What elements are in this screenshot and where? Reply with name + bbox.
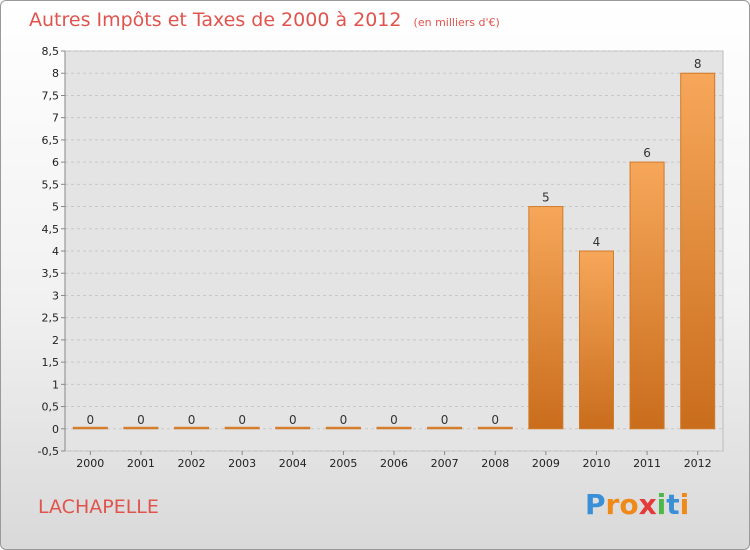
title-text: Autres Impôts et Taxes de 2000 à 2012 (29, 9, 402, 31)
value-label-2007: 0 (441, 413, 449, 427)
logo-letter: r (605, 488, 620, 521)
y-tick-label: 3,5 (42, 267, 60, 280)
y-tick-label: 1,5 (42, 356, 60, 369)
logo-letter: i (679, 488, 690, 521)
bar-2006 (376, 426, 412, 430)
y-tick-label: 5,5 (42, 178, 60, 191)
value-label-2003: 0 (238, 413, 246, 427)
title-unit: (en milliers d'€) (413, 16, 500, 29)
bar-2000 (72, 426, 108, 430)
logo-letter: o (619, 488, 639, 521)
bar-2010 (578, 250, 614, 430)
x-tick-label-2008: 2008 (481, 457, 509, 470)
commune-name: LACHAPELLE (38, 496, 159, 518)
y-tick-label: 2 (52, 334, 59, 347)
bar-2007 (427, 426, 463, 430)
x-tick-label-2000: 2000 (76, 457, 104, 470)
x-tick-label-2002: 2002 (178, 457, 206, 470)
bar-2005 (325, 426, 361, 430)
y-tick-label: -0,5 (38, 445, 59, 458)
y-tick-label: 4,5 (42, 223, 60, 236)
x-tick-label-2003: 2003 (228, 457, 256, 470)
value-label-2009: 5 (542, 191, 550, 205)
x-tick-label-2011: 2011 (633, 457, 661, 470)
bar-2008 (477, 426, 513, 430)
y-tick-label: 0 (52, 423, 59, 436)
bar-2004 (275, 426, 311, 430)
bar-2009 (528, 206, 564, 430)
proxiti-logo: Proxiti (585, 488, 689, 521)
logo-letter: t (666, 488, 680, 521)
logo-letter: P (585, 488, 606, 521)
y-tick-label: 6,5 (42, 134, 60, 147)
value-labels: 0 0 0 0 0 0 0 0 0 5 4 6 8 (86, 57, 701, 427)
value-label-2008: 0 (491, 413, 499, 427)
x-axis: 2000 2001 2002 2003 2004 2005 2006 2007 2008 2009… (76, 451, 712, 470)
value-label-2001: 0 (137, 413, 145, 427)
value-label-2004: 0 (289, 413, 297, 427)
chart-title: Autres Impôts et Taxes de 2000 à 2012 (e… (29, 9, 500, 31)
bar-2002 (174, 426, 210, 430)
y-tick-label: 4 (52, 245, 59, 258)
value-label-2006: 0 (390, 413, 398, 427)
y-tick-label: 6 (52, 156, 59, 169)
y-axis: -0,5 0 0,5 1 1,5 2 2,5 3 3,5 4 4,5 5 5,5 6 6,5 7 7,5 8 8,5 (38, 45, 66, 458)
y-tick-label: 8 (52, 67, 59, 80)
x-tick-label-2010: 2010 (582, 457, 610, 470)
y-tick-label: 7,5 (42, 89, 60, 102)
value-label-2002: 0 (188, 413, 196, 427)
y-tick-label: 8,5 (42, 45, 60, 58)
y-tick-label: 1 (52, 378, 59, 391)
value-label-2011: 6 (643, 146, 651, 160)
logo-letter: i (656, 488, 667, 521)
bar-2001 (123, 426, 159, 430)
bars (72, 72, 716, 430)
y-tick-label: 2,5 (42, 312, 60, 325)
y-tick-label: 3 (52, 289, 59, 302)
bar-2003 (224, 426, 260, 430)
y-tick-label: 0,5 (42, 401, 60, 414)
bar-2012 (680, 72, 716, 430)
value-label-2012: 8 (694, 57, 702, 71)
value-label-2000: 0 (86, 413, 94, 427)
logo-letter: x (638, 488, 657, 521)
x-tick-label-2001: 2001 (127, 457, 155, 470)
x-tick-label-2012: 2012 (684, 457, 712, 470)
value-label-2005: 0 (340, 413, 348, 427)
x-tick-label-2007: 2007 (431, 457, 459, 470)
value-label-2010: 4 (593, 235, 601, 249)
x-tick-label-2006: 2006 (380, 457, 408, 470)
y-tick-label: 7 (52, 112, 59, 125)
x-tick-label-2009: 2009 (532, 457, 560, 470)
y-tick-label: 5 (52, 201, 59, 214)
bar-2011 (629, 161, 665, 430)
x-tick-label-2004: 2004 (279, 457, 307, 470)
x-tick-label-2005: 2005 (329, 457, 357, 470)
